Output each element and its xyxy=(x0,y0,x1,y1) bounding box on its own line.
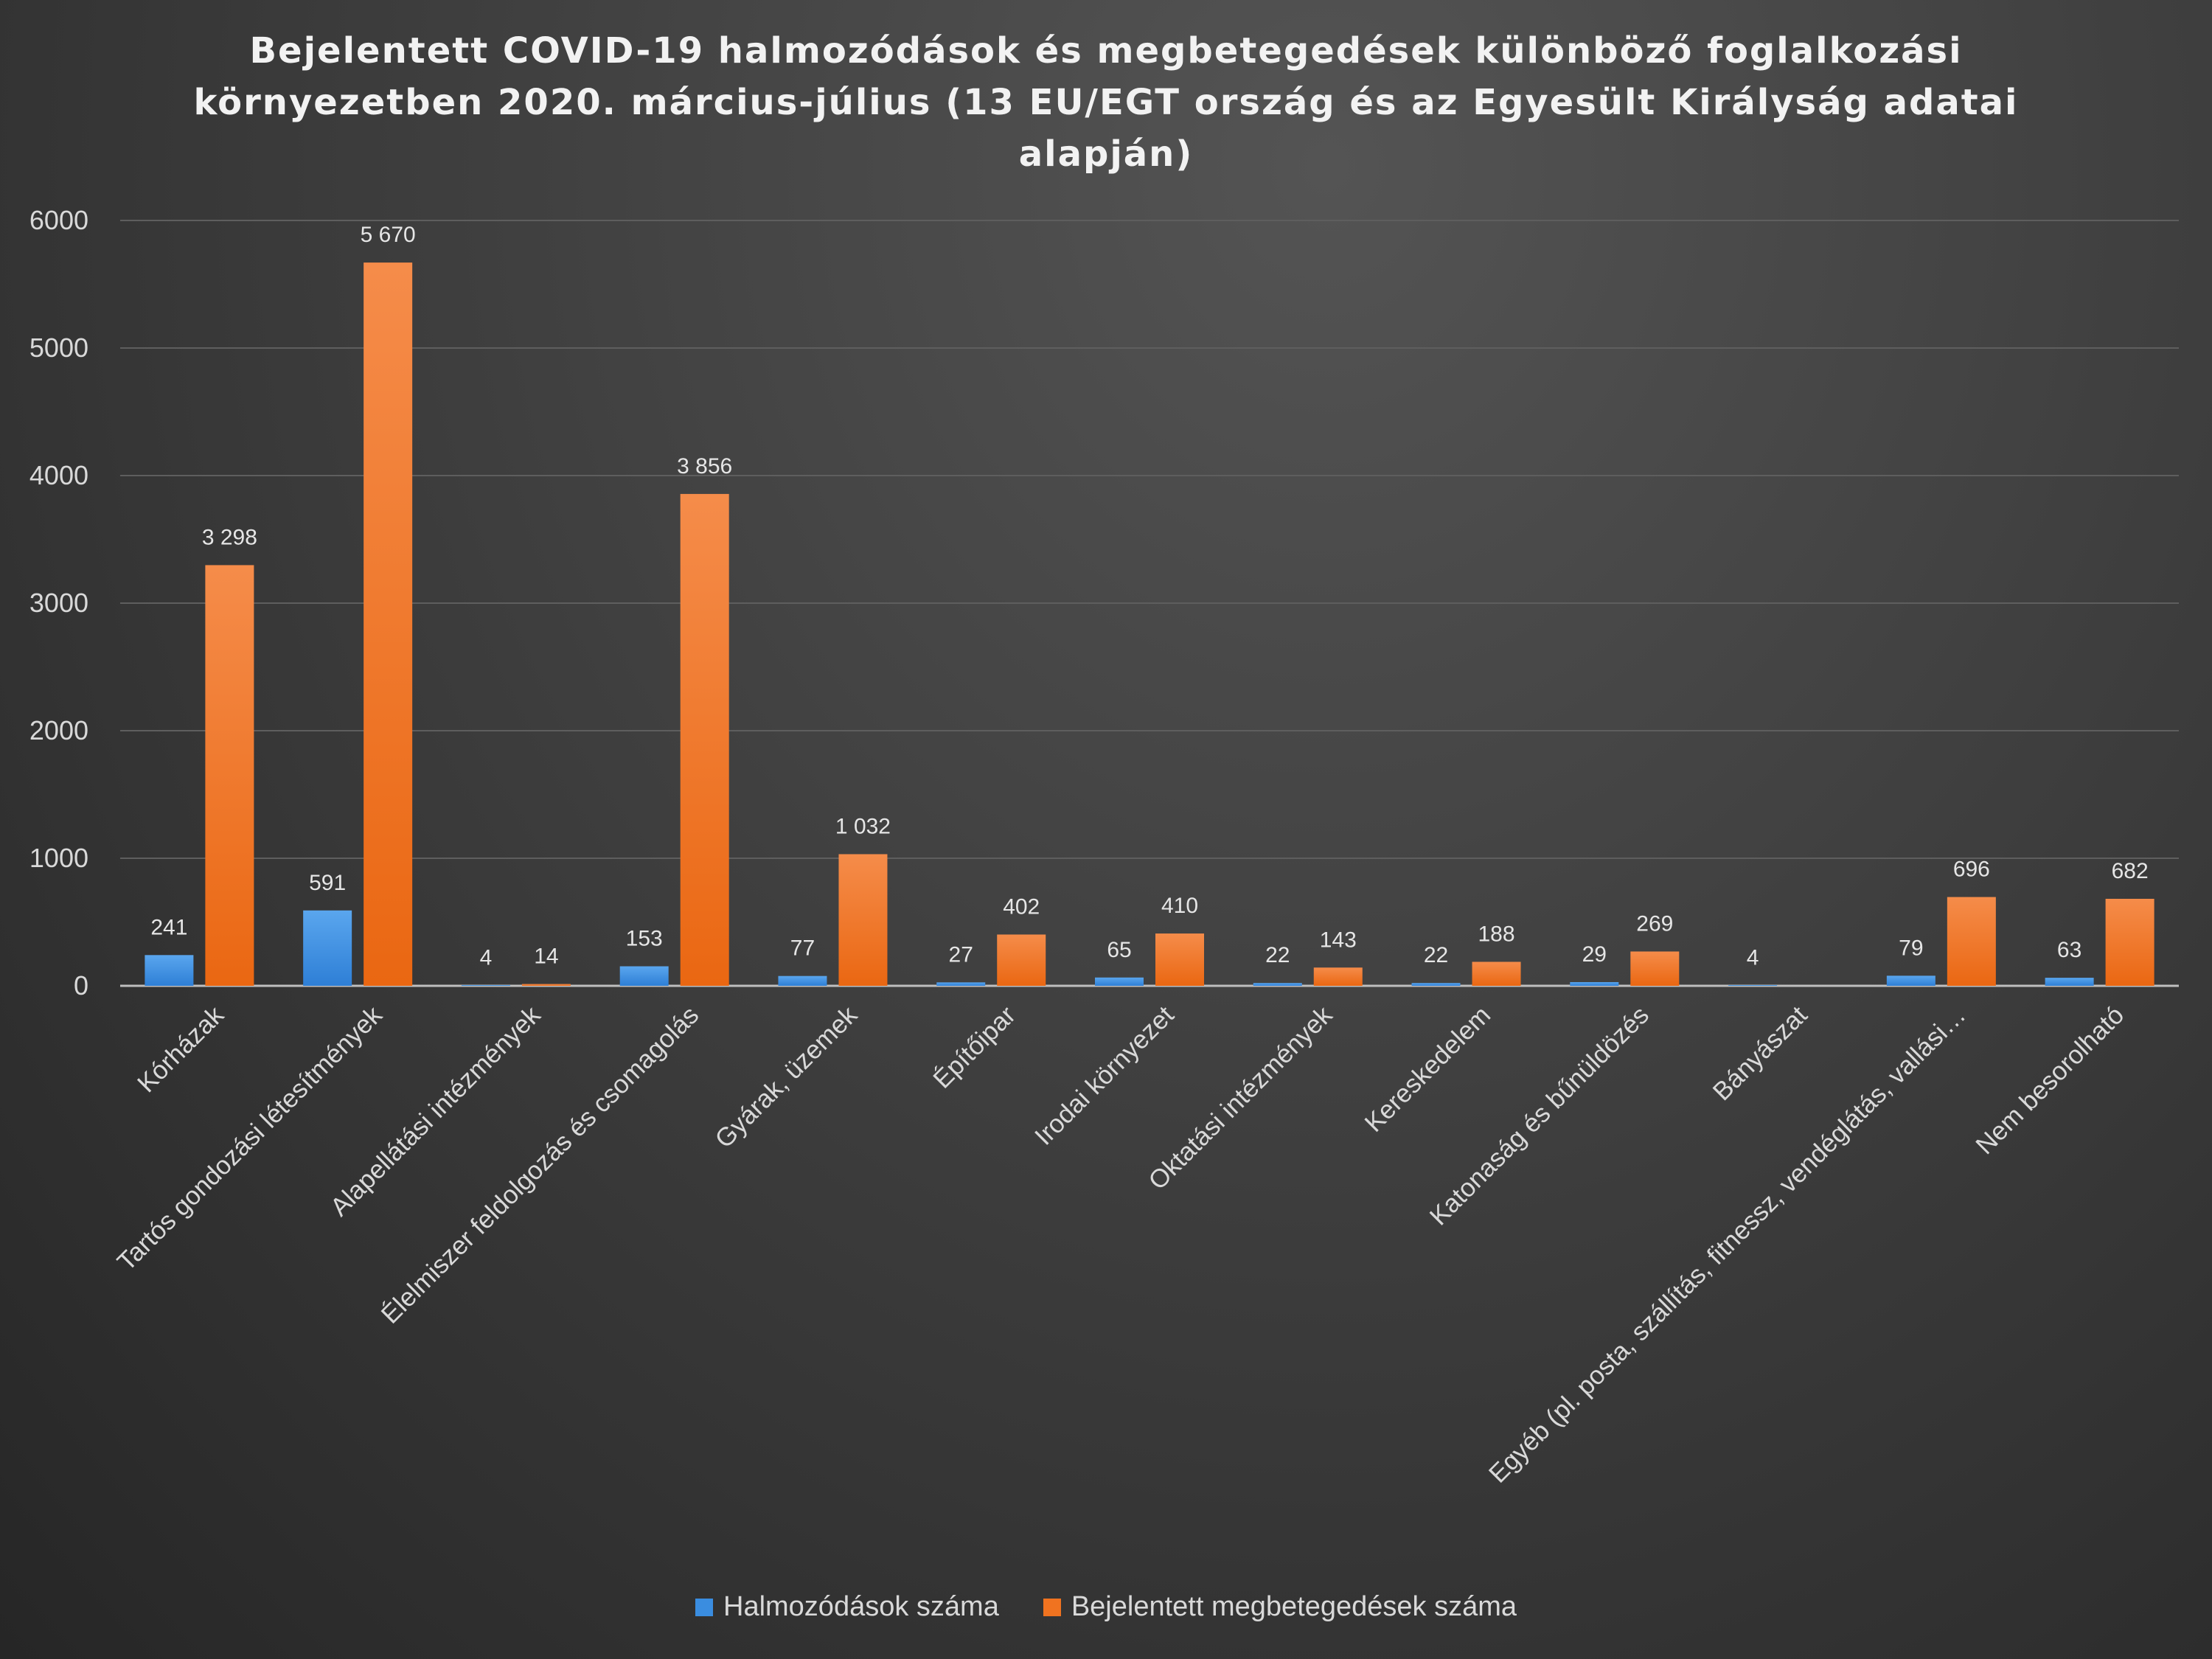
data-label-series-2-5: 402 xyxy=(1003,894,1040,919)
data-label-series-2-0: 3 298 xyxy=(202,525,257,549)
data-label-series-1-4: 77 xyxy=(790,936,815,961)
legend-item-series-1: Halmozódások száma xyxy=(695,1591,999,1623)
data-label-series-1-3: 153 xyxy=(626,927,663,951)
bar-series-2-0 xyxy=(205,565,254,986)
bars xyxy=(145,262,2154,987)
data-label-series-1-1: 591 xyxy=(309,871,346,895)
bar-series-2-12 xyxy=(2105,899,2154,986)
data-label-series-2-12: 682 xyxy=(2112,859,2149,883)
x-tick-label-0: Kórházak xyxy=(132,1001,229,1098)
bar-series-2-6 xyxy=(1155,933,1204,986)
gridlines xyxy=(120,220,2179,987)
data-label-series-2-9: 269 xyxy=(1636,911,1673,936)
bar-series-1-6 xyxy=(1095,977,1144,986)
x-tick-label-10: Bányászat xyxy=(1708,1001,1813,1106)
data-label-series-2-4: 1 032 xyxy=(835,814,891,838)
x-tick-label-8: Kereskedelem xyxy=(1359,1001,1496,1138)
y-axis: 0 1000 2000 3000 4000 5000 6000 xyxy=(29,205,88,1001)
bar-series-1-10 xyxy=(1728,985,1778,986)
y-tick-label-0: 0 xyxy=(74,970,88,1001)
data-label-series-1-6: 65 xyxy=(1107,938,1131,962)
y-tick-label-5000: 5000 xyxy=(29,333,88,363)
data-label-series-2-7: 143 xyxy=(1320,928,1357,952)
legend-swatch-series-2 xyxy=(1043,1598,1061,1616)
bar-series-2-1 xyxy=(364,262,413,987)
y-tick-label-6000: 6000 xyxy=(29,205,88,235)
data-label-series-1-11: 79 xyxy=(1899,936,1923,960)
x-tick-label-12: Nem besorolható xyxy=(1970,1001,2129,1160)
legend: Halmozódások száma Bejelentett megbetege… xyxy=(0,1591,2212,1623)
data-label-series-1-5: 27 xyxy=(949,942,973,967)
data-label-series-1-2: 4 xyxy=(480,945,493,970)
x-tick-label-1: Tartós gondozási létesítmények xyxy=(112,1001,389,1277)
bar-series-1-12 xyxy=(2045,978,2094,986)
bar-series-1-8 xyxy=(1411,983,1461,986)
data-label-series-2-1: 5 670 xyxy=(361,223,416,247)
data-label-series-2-11: 696 xyxy=(1953,858,1990,882)
legend-swatch-series-1 xyxy=(695,1598,713,1616)
x-tick-label-3: Élelmiszer feldolgozás és csomagolás xyxy=(376,1001,705,1329)
bar-series-2-5 xyxy=(997,934,1046,986)
bar-series-1-3 xyxy=(619,966,669,986)
legend-label-series-1: Halmozódások száma xyxy=(723,1591,999,1622)
data-label-series-1-9: 29 xyxy=(1582,942,1607,967)
x-tick-label-6: Irodai környezet xyxy=(1029,1001,1180,1151)
x-tick-label-7: Oktatási intézmények xyxy=(1143,1001,1338,1196)
bar-series-1-1 xyxy=(303,910,352,986)
bar-series-1-11 xyxy=(1886,975,1935,986)
data-label-series-1-0: 241 xyxy=(150,915,187,939)
data-label-series-2-2: 14 xyxy=(534,945,558,969)
y-tick-label-2000: 2000 xyxy=(29,715,88,745)
bar-series-2-7 xyxy=(1313,967,1363,986)
data-label-series-1-8: 22 xyxy=(1424,943,1448,967)
data-label-series-1-12: 63 xyxy=(2057,938,2081,962)
x-tick-label-4: Gyárak, üzemek xyxy=(709,1001,863,1154)
data-label-series-1-7: 22 xyxy=(1265,943,1290,967)
bar-series-1-2 xyxy=(461,985,510,986)
chart-title: Bejelentett COVID-19 halmozódások és meg… xyxy=(193,30,2019,175)
bar-series-1-9 xyxy=(1570,981,1619,986)
bar-series-1-4 xyxy=(778,975,827,986)
bar-series-1-5 xyxy=(936,982,986,986)
y-tick-label-3000: 3000 xyxy=(29,588,88,618)
bar-series-2-9 xyxy=(1630,951,1680,986)
bar-series-2-8 xyxy=(1472,961,1521,986)
data-labels: 241 3 298 591 5 670 4 14 153 3 856 77 1 032 27 402 6… xyxy=(150,223,2148,970)
data-label-series-2-8: 188 xyxy=(1478,922,1515,946)
data-label-series-2-6: 410 xyxy=(1161,894,1198,918)
legend-item-series-2: Bejelentett megbetegedések száma xyxy=(1043,1591,1517,1623)
bar-series-1-0 xyxy=(145,955,194,986)
bar-series-2-4 xyxy=(838,854,888,986)
legend-label-series-2: Bejelentett megbetegedések száma xyxy=(1071,1591,1517,1622)
bar-series-1-7 xyxy=(1253,983,1302,986)
x-tick-label-5: Építőipar xyxy=(928,1001,1021,1094)
bar-series-2-11 xyxy=(1947,897,1996,986)
y-tick-label-4000: 4000 xyxy=(29,460,88,490)
data-label-series-1-10: 4 xyxy=(1747,945,1759,970)
y-tick-label-1000: 1000 xyxy=(29,843,88,873)
data-label-series-2-3: 3 856 xyxy=(677,454,732,479)
bar-series-2-2 xyxy=(521,984,571,986)
bar-series-2-3 xyxy=(680,493,729,986)
